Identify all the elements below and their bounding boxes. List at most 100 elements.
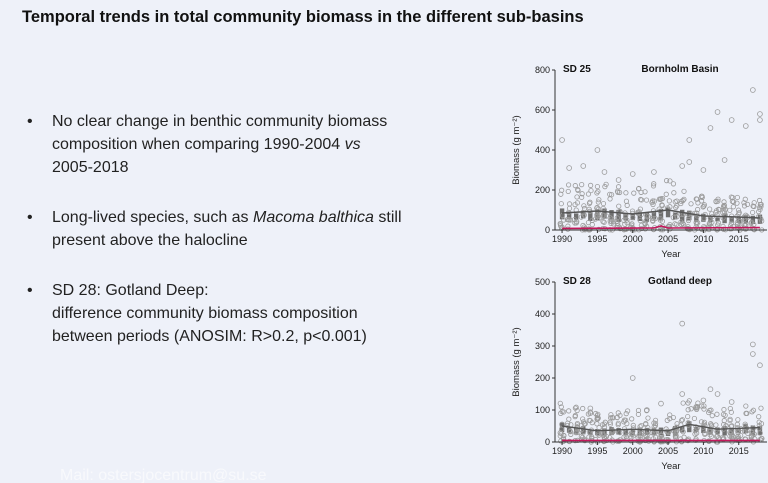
point bbox=[667, 178, 673, 184]
point bbox=[638, 189, 644, 195]
outlier-point bbox=[707, 386, 714, 392]
point bbox=[558, 191, 564, 197]
point bbox=[645, 432, 651, 438]
point bbox=[650, 201, 656, 208]
outlier-point bbox=[750, 341, 756, 348]
point bbox=[721, 204, 727, 210]
point bbox=[601, 424, 608, 430]
box bbox=[623, 428, 628, 436]
outlier-point bbox=[679, 320, 686, 327]
point bbox=[586, 200, 593, 206]
point bbox=[561, 436, 567, 442]
point bbox=[557, 430, 563, 436]
box bbox=[630, 213, 635, 221]
point bbox=[707, 432, 713, 438]
point bbox=[643, 421, 649, 427]
outlier-point bbox=[686, 137, 693, 143]
x-tick-label: 2015 bbox=[729, 446, 749, 456]
outlier-point bbox=[658, 400, 664, 407]
point bbox=[629, 416, 635, 422]
point bbox=[607, 196, 613, 202]
point bbox=[607, 215, 613, 221]
point bbox=[678, 438, 685, 444]
x-tick-label: 2015 bbox=[729, 234, 749, 244]
outlier-point bbox=[679, 163, 686, 169]
box bbox=[687, 421, 692, 433]
outlier-point bbox=[651, 169, 657, 175]
box bbox=[665, 207, 671, 218]
point bbox=[601, 421, 607, 427]
box bbox=[658, 208, 664, 220]
outlier-point bbox=[750, 351, 756, 357]
point bbox=[623, 417, 629, 423]
point bbox=[595, 411, 601, 417]
point bbox=[592, 216, 599, 222]
trend-line bbox=[562, 209, 760, 219]
point bbox=[715, 198, 721, 204]
point bbox=[743, 436, 749, 442]
point bbox=[721, 199, 727, 205]
outlier-point bbox=[601, 169, 608, 175]
box bbox=[694, 216, 699, 222]
point bbox=[691, 415, 698, 422]
box bbox=[609, 427, 614, 436]
point bbox=[681, 222, 687, 228]
bullet-list: • No clear change in benthic community bi… bbox=[22, 110, 402, 375]
point bbox=[737, 218, 744, 224]
x-tick-label: 2010 bbox=[693, 234, 713, 244]
point bbox=[670, 414, 676, 421]
point bbox=[700, 204, 706, 210]
point bbox=[667, 204, 673, 210]
baseline-line bbox=[562, 225, 760, 230]
point bbox=[579, 191, 585, 197]
box bbox=[651, 211, 657, 220]
point bbox=[637, 438, 644, 445]
point bbox=[573, 404, 579, 410]
point bbox=[708, 433, 715, 439]
point bbox=[736, 209, 742, 216]
outlier-point bbox=[757, 117, 763, 123]
point bbox=[714, 411, 720, 417]
point bbox=[672, 433, 679, 439]
point bbox=[685, 436, 692, 442]
point bbox=[614, 188, 621, 194]
point bbox=[734, 194, 740, 201]
point bbox=[594, 183, 601, 190]
point bbox=[594, 416, 600, 422]
box bbox=[694, 427, 699, 432]
point bbox=[589, 222, 595, 228]
y-tick-label: 100 bbox=[535, 405, 550, 415]
bullet-item: • No clear change in benthic community bi… bbox=[22, 110, 402, 179]
point bbox=[684, 226, 691, 232]
box bbox=[722, 213, 727, 224]
point bbox=[750, 407, 757, 413]
outlier-point bbox=[587, 410, 594, 417]
point bbox=[707, 206, 713, 212]
point bbox=[625, 408, 631, 414]
bullet-dot-icon: • bbox=[27, 282, 33, 299]
point bbox=[714, 433, 720, 440]
chart-gotland-deep: 0 100 200 300 400 500 1990 1995 2000 2005 2010 2015… bbox=[511, 276, 767, 472]
point bbox=[615, 220, 621, 226]
point bbox=[572, 202, 578, 208]
point bbox=[757, 202, 763, 208]
point bbox=[735, 207, 742, 213]
point bbox=[709, 413, 715, 419]
outlier-point bbox=[728, 117, 735, 123]
x-tick-label: 1990 bbox=[552, 234, 572, 244]
point bbox=[565, 188, 571, 195]
point bbox=[699, 193, 705, 199]
point bbox=[758, 405, 764, 411]
point bbox=[751, 200, 757, 206]
point bbox=[681, 196, 687, 202]
point bbox=[694, 405, 700, 411]
point bbox=[744, 213, 750, 219]
outlier-point bbox=[686, 159, 693, 165]
point bbox=[624, 220, 630, 226]
point bbox=[578, 433, 584, 440]
point bbox=[748, 220, 754, 226]
point bbox=[594, 213, 600, 219]
point bbox=[607, 191, 613, 197]
point bbox=[663, 191, 669, 197]
point bbox=[593, 410, 599, 417]
